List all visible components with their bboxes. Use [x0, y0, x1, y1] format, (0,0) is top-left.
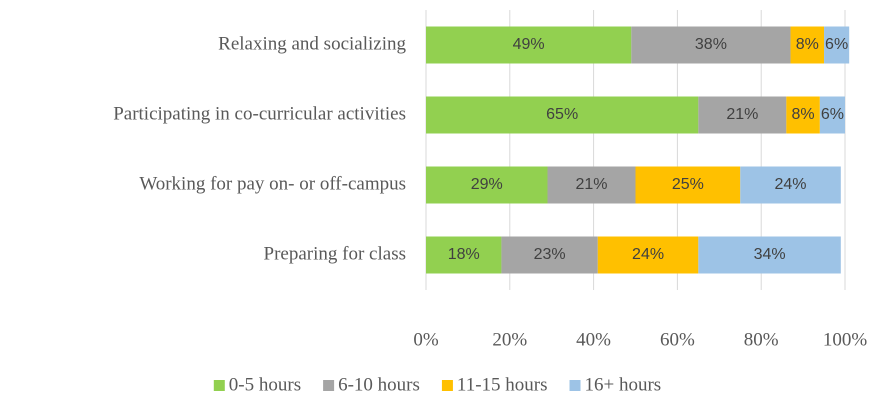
- x-tick-label: 60%: [660, 329, 695, 350]
- legend-label: 6-10 hours: [338, 374, 420, 395]
- legend-swatch: [323, 380, 335, 391]
- bar-segment: [631, 26, 791, 64]
- bar-segment: [426, 26, 632, 64]
- data-label: 8%: [792, 106, 815, 123]
- x-tick-label: 20%: [492, 329, 527, 350]
- data-label: 25%: [672, 176, 704, 193]
- bar-segment: [698, 96, 787, 134]
- data-label: 18%: [448, 246, 480, 263]
- bar-segment: [819, 96, 845, 134]
- data-label: 23%: [534, 246, 566, 263]
- legend-swatch: [569, 380, 581, 391]
- data-label: 34%: [754, 246, 786, 263]
- bar-segment: [426, 96, 699, 134]
- bar-segment: [698, 236, 841, 274]
- bar-segment: [597, 236, 699, 274]
- legend-label: 0-5 hours: [229, 374, 301, 395]
- legend-label: 16+ hours: [585, 374, 662, 395]
- data-label: 6%: [821, 106, 844, 123]
- bar-segment: [426, 166, 548, 204]
- x-tick-label: 40%: [576, 329, 611, 350]
- x-tick-label: 80%: [744, 329, 779, 350]
- bar-segment: [786, 96, 820, 134]
- legend-swatch: [213, 380, 225, 391]
- y-tick-label: Relaxing and socializing: [218, 33, 406, 54]
- bar-segment: [547, 166, 636, 204]
- data-label: 24%: [632, 246, 664, 263]
- y-tick-label: Preparing for class: [264, 243, 406, 264]
- x-tick-label: 100%: [823, 329, 868, 350]
- data-label: 49%: [513, 36, 545, 53]
- data-label: 21%: [575, 176, 607, 193]
- bar-segment: [790, 26, 825, 64]
- data-label: 21%: [726, 106, 758, 123]
- bar-segment: [824, 26, 850, 64]
- y-tick-label: Participating in co-curricular activitie…: [113, 103, 406, 124]
- bar-segment: [740, 166, 841, 204]
- data-label: 8%: [796, 36, 819, 53]
- data-label: 38%: [695, 36, 727, 53]
- legend-swatch: [441, 380, 453, 391]
- bar-segment: [426, 236, 502, 274]
- bar-segment: [501, 236, 598, 274]
- data-label: 65%: [546, 106, 578, 123]
- data-label: 6%: [825, 36, 848, 53]
- x-tick-label: 0%: [413, 329, 439, 350]
- y-tick-label: Working for pay on- or off-campus: [139, 173, 406, 194]
- data-label: 24%: [775, 176, 807, 193]
- legend-label: 11-15 hours: [457, 374, 548, 395]
- data-label: 29%: [471, 176, 503, 193]
- bar-segment: [635, 166, 741, 204]
